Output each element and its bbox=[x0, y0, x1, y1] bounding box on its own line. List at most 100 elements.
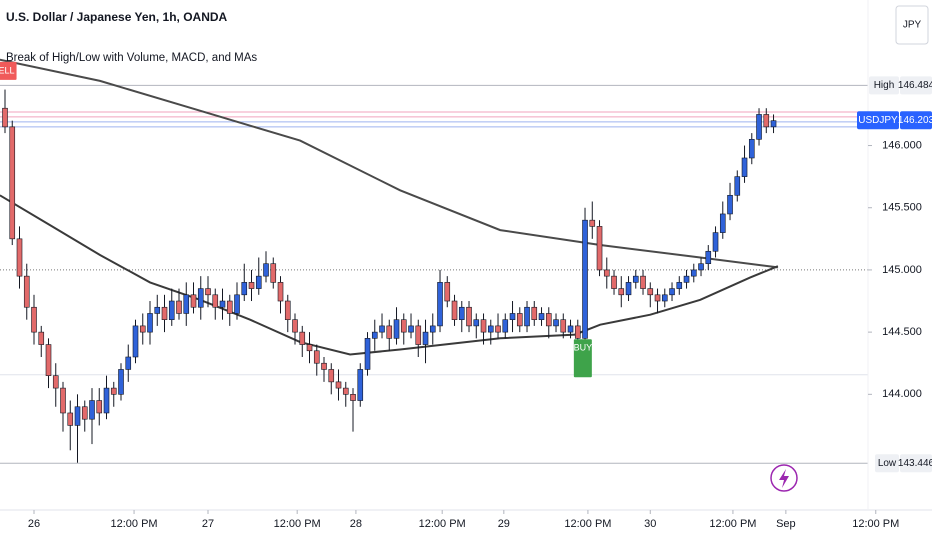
y-tick-label: 144.500 bbox=[882, 326, 922, 338]
candle-body bbox=[560, 319, 567, 333]
candle-body bbox=[321, 362, 327, 370]
y-tick-label: 144.000 bbox=[882, 388, 922, 400]
candle-body bbox=[611, 275, 617, 289]
candle-body bbox=[263, 263, 269, 277]
candle-body bbox=[473, 319, 480, 327]
candle-body bbox=[647, 288, 654, 296]
candle-body bbox=[205, 288, 211, 296]
candle-body bbox=[255, 275, 262, 289]
price-tag-value-bg bbox=[900, 111, 932, 130]
candle-body bbox=[328, 369, 335, 383]
price-tag-value: 146.484 bbox=[898, 80, 932, 91]
x-tick-label: 12:00 PM bbox=[419, 518, 466, 530]
x-tick-label: 29 bbox=[498, 518, 510, 530]
candle-body bbox=[589, 219, 596, 227]
candle-body bbox=[212, 294, 219, 308]
candle-body bbox=[299, 331, 306, 345]
currency-label[interactable]: JPY bbox=[903, 20, 922, 31]
candle-body bbox=[458, 306, 465, 320]
candle-body bbox=[705, 250, 712, 265]
candle-body bbox=[132, 325, 139, 358]
price-tag-name-bg bbox=[857, 111, 899, 130]
candle-body bbox=[379, 325, 385, 333]
candle-body bbox=[357, 369, 364, 401]
candle-body bbox=[676, 282, 683, 289]
candle-body bbox=[502, 319, 509, 333]
candle-body bbox=[770, 120, 777, 128]
x-tick-label: 12:00 PM bbox=[111, 518, 158, 530]
candle-body bbox=[31, 306, 37, 333]
signal-box bbox=[573, 339, 592, 378]
candle-body bbox=[45, 344, 52, 376]
candle-body bbox=[524, 306, 530, 327]
candle-body bbox=[168, 300, 175, 320]
candle-body bbox=[567, 325, 574, 333]
candle-body bbox=[487, 325, 494, 333]
candle-body bbox=[248, 282, 255, 289]
candle-body bbox=[241, 282, 248, 296]
icon-bolt[interactable] bbox=[779, 469, 789, 488]
candle-body bbox=[632, 275, 639, 283]
currency-button[interactable] bbox=[895, 5, 929, 45]
candle-body bbox=[161, 306, 168, 320]
candle-body bbox=[38, 331, 45, 345]
candle-body bbox=[415, 325, 422, 345]
y-tick-label: 145.500 bbox=[882, 202, 922, 214]
candle-body bbox=[763, 114, 770, 128]
candle-body bbox=[147, 313, 153, 333]
price-tag-value: 146.203 bbox=[898, 115, 932, 126]
candle-body bbox=[342, 387, 349, 395]
candle-body bbox=[60, 387, 66, 414]
axes: 144.000 144.500 145.000 145.500 146.000 26 12:… bbox=[28, 139, 922, 529]
candle-body bbox=[661, 294, 668, 302]
candle-body bbox=[306, 344, 313, 352]
price-tag-value-bg bbox=[900, 76, 932, 95]
candle-body bbox=[422, 331, 429, 345]
candle-body bbox=[270, 263, 277, 283]
candle-body bbox=[444, 282, 451, 302]
moving-average bbox=[0, 58, 779, 269]
signal-label: SELL bbox=[0, 65, 15, 75]
candle-body bbox=[603, 269, 610, 277]
candle-body bbox=[640, 275, 646, 289]
candle-body bbox=[582, 219, 588, 339]
plot-area: SELL BUY bbox=[0, 58, 868, 464]
candle-body bbox=[654, 294, 661, 302]
x-tick-label: 12:00 PM bbox=[852, 518, 899, 530]
candle-body bbox=[712, 232, 719, 252]
candle-body bbox=[81, 406, 88, 420]
candle-body bbox=[74, 406, 81, 426]
moving-average bbox=[0, 194, 779, 356]
candle-body bbox=[480, 319, 487, 333]
candle-body bbox=[451, 300, 458, 320]
price-tag-value: 143.446 bbox=[898, 458, 932, 469]
candle-body bbox=[618, 288, 625, 296]
candle-body bbox=[96, 400, 103, 414]
candle-body bbox=[495, 325, 501, 333]
candle-body bbox=[277, 282, 284, 302]
x-tick-label: 12:00 PM bbox=[564, 518, 611, 530]
candle-body bbox=[734, 176, 741, 196]
candle-body bbox=[284, 300, 291, 320]
candle-body bbox=[393, 319, 400, 339]
lightning-icon[interactable] bbox=[770, 464, 798, 492]
candle-body bbox=[226, 300, 233, 314]
candle-body bbox=[553, 319, 559, 327]
candle-body bbox=[466, 306, 472, 327]
candle-body bbox=[371, 331, 378, 339]
candle-body bbox=[139, 325, 146, 333]
candle-body bbox=[741, 157, 748, 177]
indicator-name[interactable]: Break of High/Low with Volume, MACD, and… bbox=[6, 52, 257, 64]
candle-body bbox=[727, 194, 733, 215]
candle-body bbox=[335, 381, 342, 389]
candle-body bbox=[400, 319, 407, 333]
overlay: High 146.484 USDJPY 146.203 Low 143.446 bbox=[857, 76, 932, 473]
candle-body bbox=[16, 238, 23, 277]
x-tick-label: Sep bbox=[776, 518, 796, 530]
candle-body bbox=[2, 107, 8, 128]
candle-body bbox=[67, 412, 74, 426]
candle-body bbox=[183, 294, 190, 314]
candle-body bbox=[408, 325, 414, 333]
